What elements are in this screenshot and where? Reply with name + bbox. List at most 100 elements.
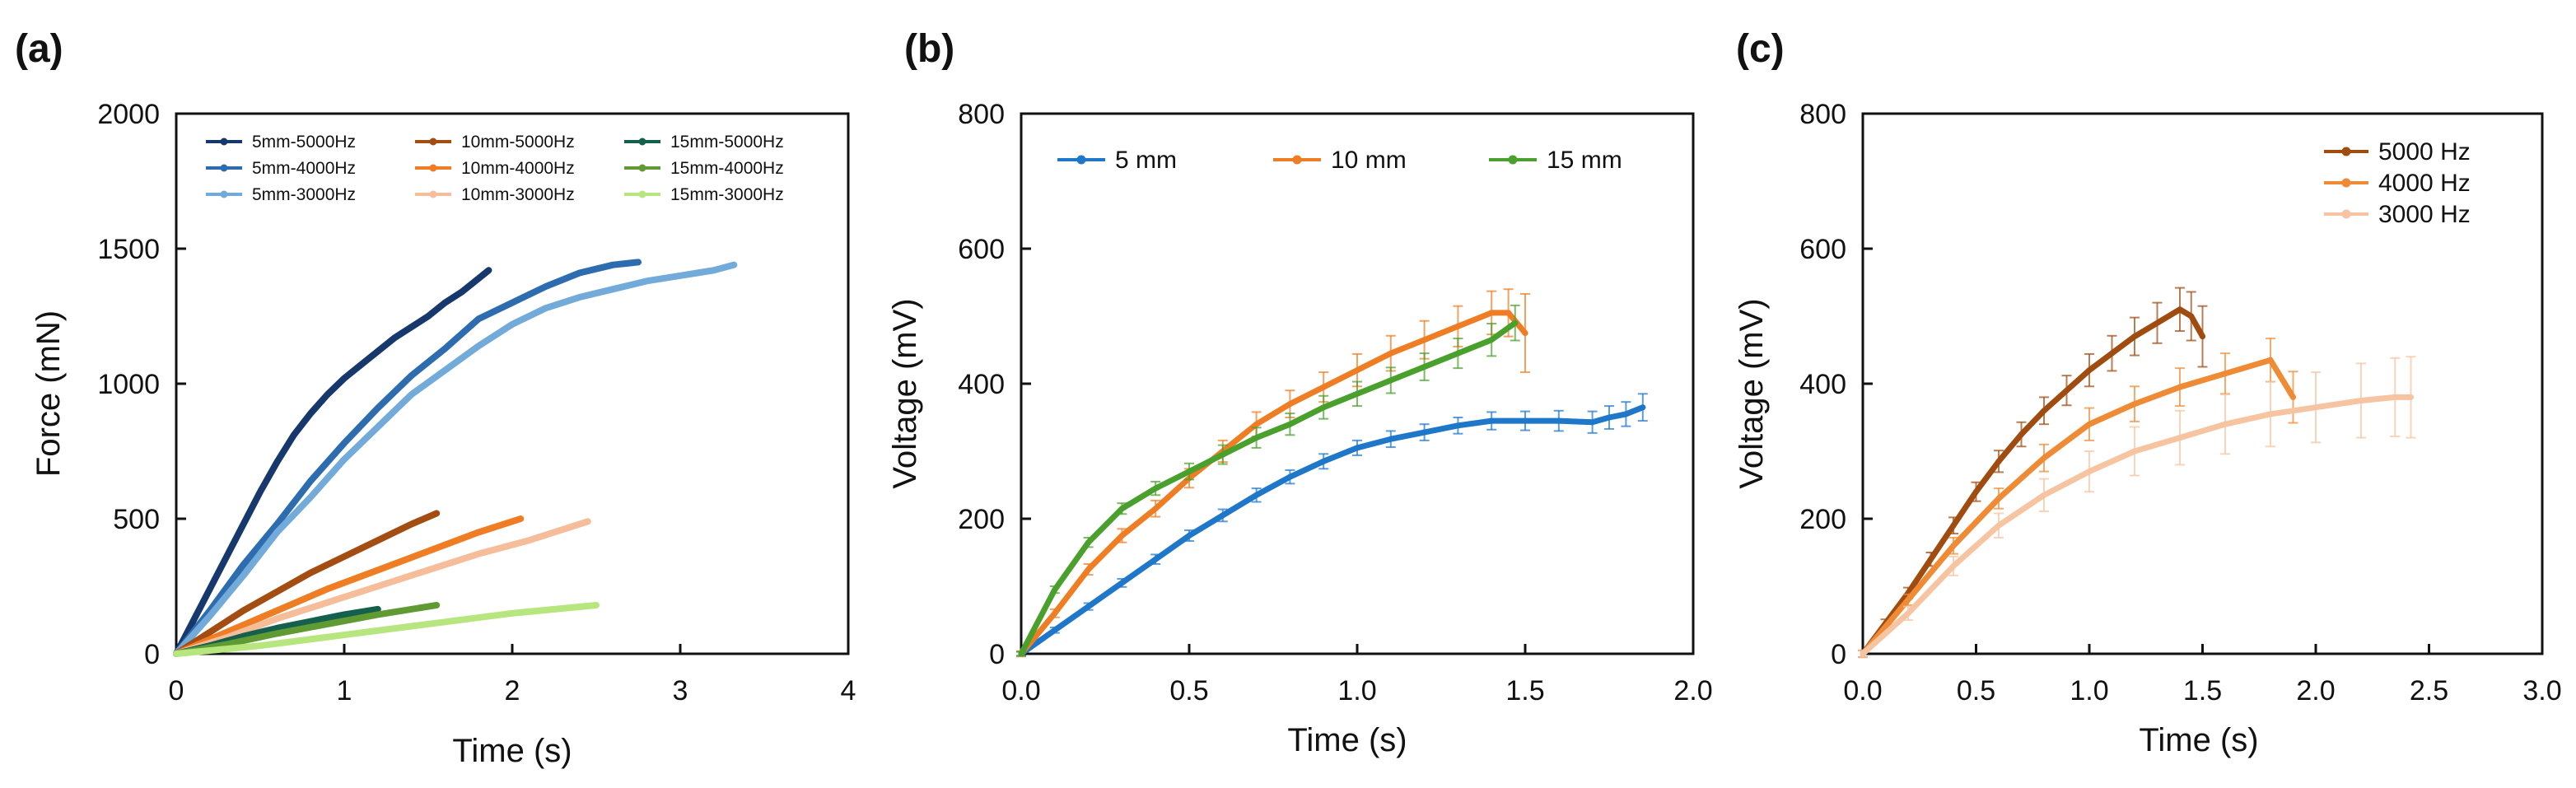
force-chart: 0 1 2 3 4 0 500 1000 1500 2000 5mm-5000Hz 5mm-4000…: [30, 99, 856, 769]
force-series-5mm-5000hz-point: [442, 300, 448, 305]
voltage-distance-series-10-mm-point: [1388, 350, 1394, 357]
force-legend-label-15mm-4000hz: 15mm-4000Hz: [670, 159, 784, 178]
force-legend-label-15mm-3000hz: 15mm-3000Hz: [670, 185, 784, 204]
voltage-distance-series-5-mm-point: [1556, 417, 1562, 424]
force-series-15mm-5000hz-point: [308, 618, 314, 624]
force-series-5mm-5000hz: [173, 267, 492, 657]
force-series-5mm-4000hz-point: [274, 521, 280, 527]
voltage-frequency-series-5000-hz-point: [2018, 431, 2024, 437]
voltage-frequency-x-tick-label-2: 2.0: [2296, 675, 2335, 706]
force-chart-series-group: [173, 259, 738, 657]
voltage-distance-series-5-mm-point: [1388, 436, 1394, 442]
force-series-5mm-5000hz-point: [408, 324, 414, 329]
force-legend-marker-15mm-4000hz: [638, 164, 646, 172]
voltage-frequency-series-4000-hz-point: [2041, 455, 2047, 461]
force-legend-marker-5mm-5000hz: [220, 138, 228, 146]
force-series-5mm-3000hz-point: [644, 278, 649, 284]
voltage-distance-series-5-mm-point: [1421, 429, 1428, 436]
force-legend-marker-10mm-5000hz: [429, 138, 437, 146]
voltage-frequency-y-tick-label-800: 800: [1799, 99, 1846, 130]
force-series-5mm-3000hz-point: [576, 295, 582, 300]
voltage-frequency-x-tick-label-3: 3.0: [2522, 675, 2561, 706]
force-series-5mm-5000hz-point: [190, 618, 196, 624]
force-series-15mm-3000hz-point: [258, 643, 263, 648]
voltage-distance-series-10-mm-point: [1454, 323, 1461, 329]
voltage-frequency-series-4000-hz: [1858, 338, 2298, 659]
force-series-10mm-3000hz-point: [476, 551, 481, 557]
voltage-distance-series-5-mm-point: [1118, 580, 1125, 586]
force-legend-entry-5mm-4000hz: 5mm-4000Hz: [206, 159, 356, 178]
voltage-distance-chart-tick-labels: 0.0 0.5 1.0 1.5 2.0 0 200 400 600 800: [958, 99, 1712, 706]
force-series-15mm-4000hz-point: [434, 603, 439, 608]
force-y-tick-label-500: 500: [113, 504, 160, 535]
voltage-distance-series-15-mm-point: [1488, 337, 1495, 343]
panel-label-c: (c): [1736, 27, 1785, 71]
voltage-frequency-chart-series-group: [1858, 287, 2416, 659]
voltage-distance-series-5-mm-point: [1606, 414, 1612, 421]
force-series-10mm-4000hz-point: [376, 567, 380, 573]
voltage-distance-series-10-mm-point: [1052, 610, 1058, 617]
force-series-15mm-5000hz-point: [274, 626, 280, 631]
force-legend-marker-15mm-5000hz: [638, 138, 646, 146]
voltage-frequency-series-5000-hz-point: [1995, 458, 2002, 464]
voltage-distance-series-5-mm-point: [1186, 533, 1192, 539]
voltage-distance-series-15-mm-point: [1052, 586, 1058, 593]
force-series-5mm-3000hz-line: [173, 261, 738, 657]
force-series-5mm-5000hz-point: [208, 586, 212, 592]
voltage-distance-series-5-mm-point: [1589, 419, 1596, 426]
voltage-frequency-legend-label-4000-hz: 4000 Hz: [2378, 170, 2471, 197]
voltage-frequency-series-3000-hz-point: [1950, 562, 1957, 569]
panel-label-a: (a): [15, 27, 63, 71]
voltage-distance-series-15-mm-point: [1253, 435, 1260, 441]
force-legend-entry-15mm-5000hz: 15mm-5000Hz: [624, 133, 784, 152]
force-series-5mm-5000hz-point: [460, 289, 464, 295]
force-series-10mm-5000hz-point: [434, 511, 439, 516]
force-series-5mm-5000hz-point: [274, 459, 280, 464]
voltage-distance-x-tick-label-1: 1.0: [1337, 675, 1376, 706]
force-legend-entry-10mm-3000hz: 10mm-3000Hz: [415, 185, 575, 204]
force-series-15mm-5000hz-point: [376, 607, 380, 612]
voltage-distance-series-15-mm-point: [1085, 539, 1092, 546]
force-legend-marker-10mm-4000hz: [429, 164, 437, 172]
force-x-tick-label-4: 4: [841, 675, 856, 706]
voltage-distance-series-15-mm-point: [1512, 319, 1519, 326]
force-series-15mm-4000hz-point: [274, 631, 280, 636]
voltage-distance-legend-marker-5-mm: [1076, 155, 1086, 165]
voltage-frequency-series-5000-hz: [1858, 287, 2208, 659]
force-chart-tick-labels: 0 1 2 3 4 0 500 1000 1500 2000: [97, 99, 856, 706]
force-series-10mm-4000hz-point: [224, 629, 230, 635]
voltage-frequency-series-3000-hz-point: [2041, 492, 2047, 498]
voltage-frequency-series-3000-hz-point: [1860, 650, 1866, 657]
voltage-distance-y-tick-label-0: 0: [989, 639, 1005, 670]
force-chart-legend: 5mm-5000Hz 5mm-4000Hz 5mm-3000Hz 10mm-5000H…: [206, 133, 784, 204]
voltage-distance-x-tick-label-2: 2.0: [1673, 675, 1712, 706]
voltage-distance-chart: 0.0 0.5 1.0 1.5 2.0 0 200 400 600 800 5 mm 10 mm 15…: [887, 99, 1713, 758]
force-series-10mm-5000hz-point: [240, 608, 246, 613]
voltage-frequency-series-3000-hz-point: [2408, 394, 2414, 400]
voltage-distance-chart-y-axis-label: Voltage (mV): [887, 298, 923, 488]
voltage-frequency-series-3000-hz-point: [2267, 411, 2274, 417]
force-legend-label-10mm-3000hz: 10mm-3000Hz: [461, 185, 575, 204]
voltage-distance-series-5-mm-point: [1488, 417, 1495, 424]
voltage-distance-series-15-mm-point: [1018, 650, 1024, 657]
voltage-frequency-series-3000-hz-point: [2131, 448, 2138, 455]
force-x-tick-label-3: 3: [673, 675, 688, 706]
voltage-distance-series-5-mm: [1016, 393, 1648, 657]
voltage-distance-y-tick-label-200: 200: [958, 504, 1005, 535]
voltage-distance-series-15-mm-point: [1388, 377, 1394, 384]
force-series-15mm-3000hz-point: [174, 651, 179, 656]
voltage-distance-x-tick-label-0: 0.0: [1001, 675, 1040, 706]
voltage-distance-y-tick-label-800: 800: [958, 99, 1005, 130]
voltage-frequency-legend-entry-5000-hz: 5000 Hz: [2324, 138, 2471, 166]
force-legend-label-5mm-4000hz: 5mm-4000Hz: [252, 159, 356, 178]
force-legend-label-5mm-5000hz: 5mm-5000Hz: [252, 133, 356, 152]
force-series-10mm-5000hz: [173, 510, 441, 657]
force-series-5mm-4000hz-point: [376, 405, 380, 411]
voltage-distance-legend-marker-15-mm: [1508, 155, 1518, 165]
voltage-frequency-series-3000-hz-line: [1860, 394, 2414, 657]
force-series-15mm-4000hz-point: [324, 622, 330, 627]
voltage-frequency-series-4000-hz-point: [2177, 384, 2183, 390]
voltage-frequency-series-5000-hz-point: [1928, 556, 1934, 562]
voltage-distance-series-15-mm-point: [1118, 506, 1125, 512]
force-series-5mm-3000hz-point: [376, 424, 380, 430]
